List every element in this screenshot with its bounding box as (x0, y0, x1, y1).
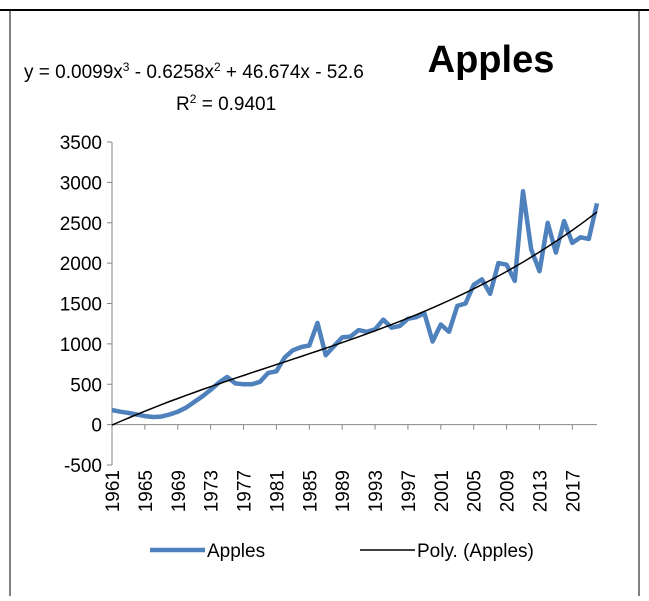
x-tick-label: 2013 (530, 470, 551, 512)
equation-part: R (176, 94, 190, 115)
x-tick-label: 1973 (202, 470, 223, 512)
y-tick-label: 2500 (60, 214, 102, 235)
data-line (111, 189, 600, 420)
y-tick-label: 500 (70, 375, 102, 396)
y-tick-label: 3000 (60, 173, 102, 194)
x-tick-label: 1981 (267, 470, 288, 512)
y-tick-label: 3500 (60, 133, 102, 154)
x-tick-label: 1977 (235, 470, 256, 512)
equation-part: - 0.6258x (129, 62, 214, 83)
y-tick-label: 1000 (60, 335, 102, 356)
legend-label: Poly. (Apples) (417, 541, 534, 562)
y-tick-label: 1500 (60, 295, 102, 316)
superscript: 3 (123, 60, 130, 74)
superscript: 2 (214, 60, 221, 74)
chart-title: Apples (428, 39, 555, 81)
equation-part: y = 0.0099x (24, 62, 123, 83)
x-tick-label: 1989 (333, 470, 354, 512)
x-tick-label: 1965 (136, 470, 157, 512)
x-tick-label: 1993 (366, 470, 387, 512)
legend-label: Apples (207, 541, 265, 562)
x-tick-label: 2017 (563, 470, 584, 512)
y-tick-label: 0 (91, 416, 102, 437)
x-tick-label: 2005 (465, 470, 486, 512)
trend-line (111, 211, 598, 426)
y-tick-label: 2000 (60, 254, 102, 275)
x-tick-label: 1997 (399, 470, 420, 512)
x-tick-label: 1969 (169, 470, 190, 512)
x-tick-label: 1961 (103, 470, 124, 512)
superscript: 2 (190, 92, 197, 106)
x-tick-label: 1985 (300, 470, 321, 512)
x-tick-label: 2009 (498, 470, 519, 512)
trendline-equation: y = 0.0099x3 - 0.6258x2 + 46.674x - 52.6 (24, 60, 364, 83)
x-tick-label: 2001 (432, 470, 453, 512)
equation-part: + 46.674x - 52.6 (221, 62, 364, 83)
y-tick-label: -500 (64, 456, 102, 477)
equation-part: = 0.9401 (196, 94, 276, 115)
trendline-r2: R2 = 0.9401 (176, 92, 276, 115)
